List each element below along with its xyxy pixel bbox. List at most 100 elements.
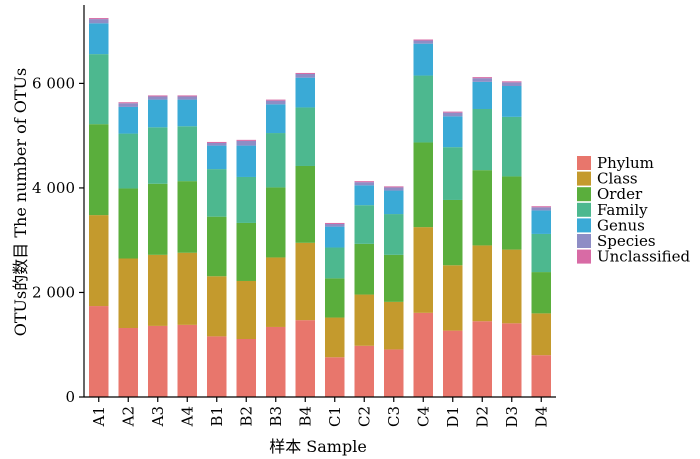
bar-segment-A3-order: [148, 183, 168, 255]
bar-segment-C4-phylum: [413, 312, 433, 397]
bar-segment-C4-order: [413, 142, 433, 228]
legend-label-class: Class: [597, 170, 638, 188]
bar-segment-B4-phylum: [295, 320, 315, 397]
bar-segment-A2-genus: [118, 106, 138, 134]
bar-segment-C2-genus: [354, 185, 374, 206]
bar-segment-D2-order: [472, 170, 492, 246]
bar-segment-B4-order: [295, 165, 315, 243]
bar-segment-D2-unclassified: [472, 77, 492, 79]
bar-segment-A1-phylum: [89, 306, 109, 397]
x-tick-label: B2: [237, 406, 255, 427]
bar-segment-A3-class: [148, 254, 168, 326]
x-tick-label: D4: [532, 406, 550, 428]
bar-segment-D1-class: [443, 265, 463, 331]
bar-segment-B4-family: [295, 107, 315, 166]
bar-segment-C2-unclassified: [354, 181, 374, 183]
bar-segment-D1-species: [443, 112, 463, 117]
legend-swatch-species: [577, 234, 591, 248]
bar-segment-B4-class: [295, 242, 315, 321]
x-tick-label: B3: [267, 406, 285, 427]
y-tick-label: 0: [65, 388, 75, 406]
bar-segment-D3-class: [502, 249, 522, 324]
bar-segment-D1-family: [443, 147, 463, 200]
bar-segment-A3-family: [148, 127, 168, 184]
bar-segment-B2-phylum: [236, 338, 256, 397]
legend-swatch-family: [577, 202, 591, 217]
bar-segment-B3-family: [266, 133, 286, 188]
bar-segment-A4-unclassified: [177, 95, 197, 97]
bar-segment-A4-species: [177, 96, 197, 100]
x-tick-label: B1: [208, 406, 226, 427]
legend-label-phylum: Phylum: [597, 154, 654, 172]
bar-segment-A1-order: [89, 124, 109, 216]
bar-segment-C2-phylum: [354, 345, 374, 397]
bar-segment-A3-species: [148, 96, 168, 100]
bar-segment-D3-species: [502, 82, 522, 87]
bar-segment-B3-phylum: [266, 326, 286, 397]
bar-segment-B3-class: [266, 257, 286, 327]
bar-segment-C3-phylum: [384, 349, 404, 397]
bar-segment-B4-unclassified: [295, 72, 315, 74]
bar-segment-D4-order: [531, 272, 551, 314]
bar-segment-C1-phylum: [325, 357, 345, 397]
bar-segment-B2-species: [236, 140, 256, 146]
bar-segment-B1-genus: [207, 145, 227, 170]
bar-segment-C2-family: [354, 205, 374, 244]
legend: PhylumClassOrderFamilyGenusSpeciesUnclas…: [577, 154, 691, 266]
bar-segment-D1-order: [443, 199, 463, 266]
bar-segment-B2-order: [236, 222, 256, 281]
bar-segment-D3-unclassified: [502, 81, 522, 83]
bar-segment-A4-family: [177, 126, 197, 182]
bar-segment-C4-species: [413, 40, 433, 44]
bar-segment-A4-class: [177, 252, 197, 325]
bar-segment-D1-unclassified: [443, 111, 463, 113]
bar-segment-D2-phylum: [472, 321, 492, 397]
bar-segment-D4-phylum: [531, 355, 551, 397]
bar-segment-D1-genus: [443, 116, 463, 148]
bar-segment-A1-class: [89, 215, 109, 307]
bar-segment-B2-unclassified: [236, 139, 256, 141]
bar-segment-C4-family: [413, 75, 433, 143]
bar-segment-B2-genus: [236, 145, 256, 177]
legend-swatch-class: [577, 171, 591, 186]
bar-segment-B1-species: [207, 142, 227, 146]
bar-segment-C4-genus: [413, 43, 433, 76]
y-tick-label: 4 000: [32, 179, 75, 197]
bar-segment-D3-order: [502, 176, 522, 250]
bar-segment-A2-phylum: [118, 328, 138, 397]
bar-segment-A2-class: [118, 258, 138, 328]
bar-segment-D2-genus: [472, 81, 492, 110]
bar-segment-C2-order: [354, 243, 374, 295]
bar-segment-C3-species: [384, 187, 404, 191]
x-tick-label: A1: [90, 406, 108, 427]
bar-segment-C1-family: [325, 247, 345, 279]
bar-segment-B3-genus: [266, 104, 286, 134]
legend-swatch-order: [577, 187, 591, 202]
x-tick-label: C3: [385, 406, 403, 427]
bar-segment-C3-order: [384, 254, 404, 302]
legend-label-family: Family: [597, 201, 648, 219]
bar-segment-B2-family: [236, 176, 256, 223]
bar-segment-B3-order: [266, 187, 286, 258]
x-tick-label: D2: [473, 406, 491, 428]
bar-segment-B1-order: [207, 216, 227, 277]
y-tick-label: 6 000: [32, 74, 75, 92]
bar-segment-A2-species: [118, 103, 138, 107]
x-tick-label: C4: [414, 406, 432, 427]
bar-segment-C1-unclassified: [325, 222, 345, 224]
bar-segment-B4-genus: [295, 77, 315, 108]
bar-segment-A2-unclassified: [118, 102, 138, 104]
legend-label-genus: Genus: [597, 216, 645, 234]
bar-segment-C3-family: [384, 214, 404, 255]
bar-segment-D3-genus: [502, 86, 522, 117]
bar-segment-C2-species: [354, 182, 374, 186]
legend-label-order: Order: [597, 185, 643, 203]
y-axis-title: OTUs的数目 The number of OTUs: [11, 68, 30, 336]
bar-segment-B4-species: [295, 73, 315, 78]
bar-segment-C4-class: [413, 227, 433, 313]
y-tick-label: 2 000: [32, 283, 75, 301]
x-tick-label: B4: [296, 406, 314, 427]
bar-segment-A2-family: [118, 133, 138, 189]
legend-swatch-unclassified: [577, 249, 591, 264]
